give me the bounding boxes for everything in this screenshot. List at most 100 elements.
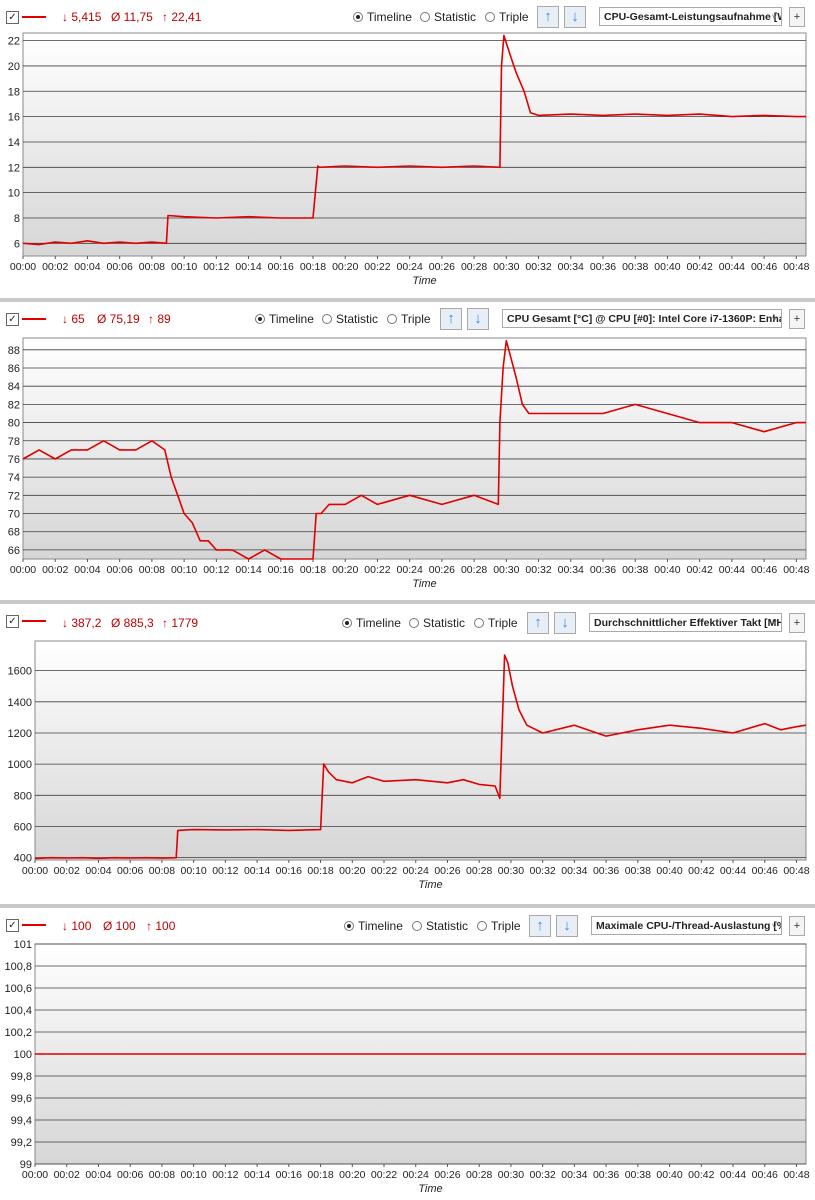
radio-timeline[interactable]: Timeline [344,919,403,933]
x-tick-label: 00:26 [429,564,455,576]
radio-timeline[interactable]: Timeline [255,312,314,326]
x-tick-label: 00:20 [332,564,358,576]
x-tick-label: 00:44 [720,1169,746,1181]
x-tick-label: 00:48 [783,564,809,576]
y-tick-label: 20 [8,61,20,73]
radio-unselected-icon [322,314,332,324]
x-tick-label: 00:32 [530,865,556,877]
series-visibility-checkbox[interactable]: ✓ [6,919,19,932]
radio-selected-icon [255,314,265,324]
chevron-down-icon: ˅ [771,618,777,628]
y-tick-label: 88 [8,345,20,357]
move-up-button[interactable]: ↑ [529,915,551,937]
x-tick-label: 00:16 [268,261,294,273]
radio-triple[interactable]: Triple [477,919,521,933]
stat-avg-value: 11,75 [123,10,153,24]
sensor-select[interactable]: CPU Gesamt [°C] @ CPU [#0]: Intel Core i… [502,309,782,328]
x-tick-label: 00:24 [403,865,429,877]
y-tick-label: 80 [8,418,20,430]
radio-statistic[interactable]: Statistic [322,312,378,326]
x-tick-label: 00:18 [300,261,326,273]
sensor-select-value: Durchschnittlicher Effektiver Takt [MHz] [594,617,782,629]
sensor-select[interactable]: Durchschnittlicher Effektiver Takt [MHz]… [589,613,782,632]
radio-timeline-label: Timeline [358,919,403,933]
x-tick-label: 00:40 [656,865,682,877]
y-tick-label: 86 [8,363,20,375]
series-color-swatch [22,318,46,320]
series-visibility-checkbox[interactable]: ✓ [6,11,19,24]
radio-selected-icon [342,618,352,628]
x-tick-label: 00:40 [656,1169,682,1181]
chevron-down-icon: ˅ [771,314,777,324]
move-down-button[interactable]: ↓ [467,308,489,330]
move-down-button[interactable]: ↓ [556,915,578,937]
move-up-button[interactable]: ↑ [527,612,549,634]
plot-area [22,32,807,257]
arrow-down-icon: ↓ [474,310,482,327]
radio-unselected-icon [485,12,495,22]
x-tick-label: 00:30 [493,564,519,576]
radio-timeline[interactable]: Timeline [342,616,401,630]
stat-max: ↑ 22,41 [162,10,202,24]
stat-max: ↑ 1779 [162,616,199,630]
series-visibility-checkbox[interactable]: ✓ [6,615,19,628]
x-tick-label: 00:34 [561,865,587,877]
chart-panel-load: ✓ ↓ 100 Ø 100 ↑ 100 Timeline Statistic T… [0,908,815,1200]
move-up-button[interactable]: ↑ [440,308,462,330]
add-chart-button[interactable]: + [789,916,805,936]
series-visibility-checkbox[interactable]: ✓ [6,313,19,326]
y-tick-label: 600 [14,821,32,833]
x-tick-label: 00:34 [561,1169,587,1181]
radio-timeline[interactable]: Timeline [353,10,412,24]
y-tick-label: 70 [8,509,20,521]
y-tick-label: 18 [8,86,20,98]
x-tick-label: 00:16 [268,564,294,576]
x-tick-label: 00:14 [235,261,261,273]
x-axis-label: Time [418,1183,442,1195]
sensor-select[interactable]: Maximale CPU-/Thread-Auslastung [%] ˅ [591,916,782,935]
radio-triple[interactable]: Triple [474,616,518,630]
sensor-select[interactable]: CPU-Gesamt-Leistungsaufnahme [W] ˅ [599,7,782,26]
y-tick-label: 74 [8,472,20,484]
move-down-button[interactable]: ↓ [564,6,586,28]
radio-triple[interactable]: Triple [387,312,431,326]
x-tick-label: 00:10 [171,564,197,576]
x-tick-label: 00:06 [107,261,133,273]
panel-separator [0,298,815,302]
x-tick-label: 00:34 [558,261,584,273]
x-tick-label: 00:32 [525,564,551,576]
radio-selected-icon [353,12,363,22]
stat-avg-value: 885,3 [123,616,154,630]
stat-min-value: 100 [71,919,92,933]
move-down-button[interactable]: ↓ [554,612,576,634]
stat-avg: Ø 11,75 [111,10,153,24]
timeline-chart: 6 8 10 12 14 16 18 20 22 00:00 00:02 00:04 00:06 00:0… [8,32,810,287]
radio-triple[interactable]: Triple [485,10,529,24]
radio-statistic-label: Statistic [434,10,477,24]
y-tick-label: 1400 [8,697,32,709]
x-tick-label: 00:10 [181,865,207,877]
add-chart-button[interactable]: + [789,309,805,329]
x-tick-label: 00:36 [590,564,616,576]
radio-timeline-label: Timeline [356,616,401,630]
add-chart-button[interactable]: + [789,7,805,27]
x-tick-label: 00:06 [117,1169,143,1181]
radio-statistic[interactable]: Statistic [420,10,476,24]
x-tick-label: 00:18 [307,1169,333,1181]
y-tick-label: 100 [14,1049,32,1061]
x-tick-label: 00:20 [339,1169,365,1181]
x-tick-label: 00:36 [593,865,619,877]
x-tick-label: 00:06 [117,865,143,877]
stat-min-value: 5,415 [71,10,102,24]
radio-statistic[interactable]: Statistic [409,616,465,630]
radio-statistic[interactable]: Statistic [412,919,468,933]
radio-timeline-label: Timeline [367,10,412,24]
x-tick-label: 00:22 [371,865,397,877]
panel-toolbar: ✓ ↓ 65 Ø 75,19 ↑ 89 Timeline Statistic T… [0,302,815,335]
x-tick-label: 00:06 [107,564,133,576]
stat-max: ↑ 89 [148,312,171,326]
x-tick-label: 00:02 [54,865,80,877]
move-up-button[interactable]: ↑ [537,6,559,28]
add-chart-button[interactable]: + [789,613,805,633]
arrow-down-icon: ↓ [561,614,569,631]
